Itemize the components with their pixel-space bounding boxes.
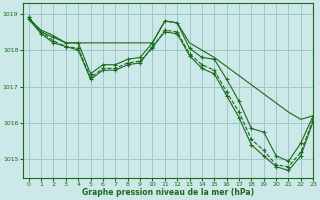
X-axis label: Graphe pression niveau de la mer (hPa): Graphe pression niveau de la mer (hPa) bbox=[82, 188, 254, 197]
